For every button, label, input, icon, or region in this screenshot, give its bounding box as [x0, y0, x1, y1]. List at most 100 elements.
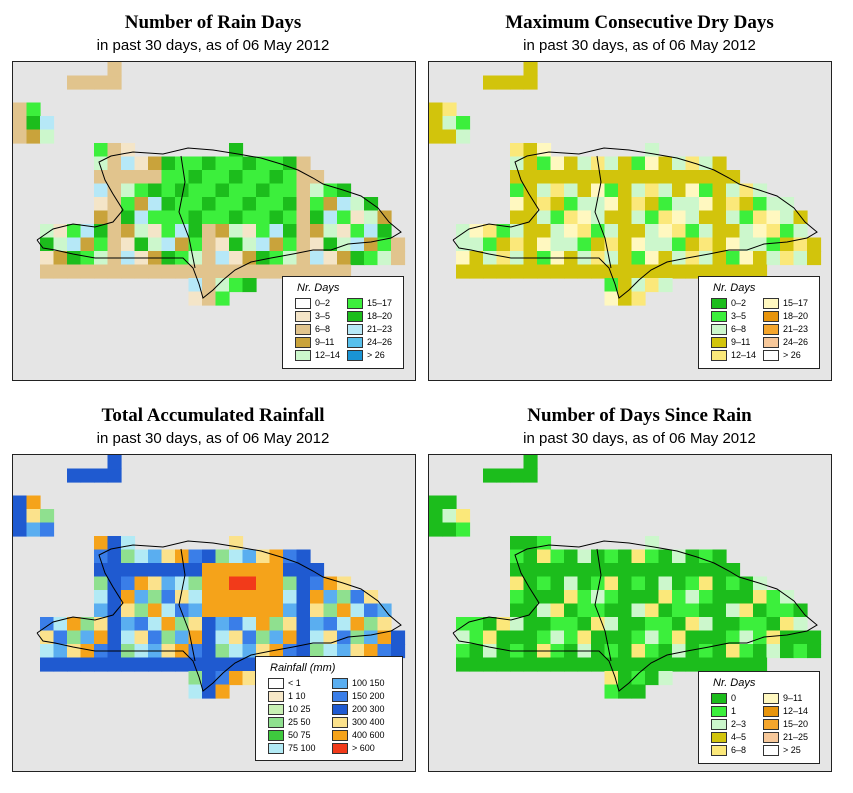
- grid-cell: [107, 657, 122, 672]
- grid-cell: [658, 617, 673, 632]
- grid-cell: [283, 183, 298, 198]
- grid-cell: [753, 264, 768, 279]
- grid-cell: [134, 264, 149, 279]
- grid-cell: [618, 684, 633, 699]
- grid-cell: [699, 224, 714, 239]
- grid-cell: [456, 522, 471, 537]
- grid-cell: [739, 197, 754, 212]
- grid-cell: [496, 251, 511, 266]
- grid-cell: [577, 170, 592, 185]
- grid-cell: [631, 183, 646, 198]
- grid-cell: [53, 644, 68, 659]
- grid-cell: [296, 251, 311, 266]
- legend-label: 75 100: [288, 743, 316, 753]
- grid-cell: [283, 156, 298, 171]
- grid-cell: [672, 657, 687, 672]
- grid-cell: [13, 102, 28, 117]
- grid-cell: [229, 630, 244, 645]
- grid-cell: [442, 129, 457, 144]
- grid-cell: [202, 576, 217, 591]
- grid-cell: [429, 495, 444, 510]
- grid-cell: [296, 549, 311, 564]
- grid-cell: [510, 563, 525, 578]
- grid-cell: [161, 197, 176, 212]
- grid-cell: [202, 183, 217, 198]
- grid-cell: [618, 671, 633, 686]
- grid-cell: [523, 210, 538, 225]
- grid-cell: [242, 237, 257, 252]
- grid-cell: [323, 644, 338, 659]
- grid-cell: [242, 576, 257, 591]
- map-rain-days[interactable]: [12, 61, 416, 381]
- grid-cell: [564, 210, 579, 225]
- grid-cell: [175, 603, 190, 618]
- grid-cell: [712, 237, 727, 252]
- grid-cell: [510, 264, 525, 279]
- grid-cell: [753, 210, 768, 225]
- coastline: [452, 147, 818, 299]
- grid-cell: [53, 630, 68, 645]
- grid-cell: [40, 657, 55, 672]
- legend-label: 15–17: [783, 298, 809, 308]
- legend-rain-days: Nr. Days 0–2 3–5 6–8 9–11 12–14 15–17 18–20 21–…: [282, 276, 404, 369]
- grid-cell: [121, 590, 136, 605]
- map-dry-days[interactable]: [428, 61, 832, 381]
- grid-cell: [215, 278, 230, 293]
- grid-cell: [618, 237, 633, 252]
- grid-cell: [215, 630, 230, 645]
- grid-cell: [323, 210, 338, 225]
- grid-cell: [175, 210, 190, 225]
- grid-cell: [377, 251, 392, 266]
- grid-cell: [107, 603, 122, 618]
- grid-cell: [604, 156, 619, 171]
- grid-cell: [242, 197, 257, 212]
- grid-cell: [283, 549, 298, 564]
- grid-cell: [726, 170, 741, 185]
- grid-cell: [310, 644, 325, 659]
- grid-cell: [215, 237, 230, 252]
- grid-cell: [577, 590, 592, 605]
- grid-cell: [80, 630, 95, 645]
- grid-cell: [242, 156, 257, 171]
- grid-cell: [256, 237, 271, 252]
- map-canvas: [13, 62, 406, 306]
- grid-cell: [672, 617, 687, 632]
- grid-cell: [645, 644, 660, 659]
- grid-cell: [604, 197, 619, 212]
- grid-cells: [13, 455, 406, 699]
- legend-swatch: [268, 678, 284, 689]
- legend-swatch: [332, 704, 348, 715]
- grid-cell: [591, 264, 606, 279]
- grid-cell: [645, 671, 660, 686]
- grid-cell: [631, 684, 646, 699]
- grid-cell: [161, 617, 176, 632]
- grid-cell: [685, 264, 700, 279]
- grid-cell: [523, 563, 538, 578]
- grid-cell: [658, 278, 673, 293]
- legend-label: 0: [731, 693, 737, 703]
- grid-cell: [456, 251, 471, 266]
- legend-swatch: [347, 337, 363, 348]
- grid-cell: [766, 210, 781, 225]
- grid-cell: [310, 617, 325, 632]
- grid-cell: [564, 183, 579, 198]
- grid-cell: [537, 170, 552, 185]
- grid-cell: [604, 617, 619, 632]
- grid-cell: [94, 536, 109, 551]
- grid-cells: [13, 62, 406, 306]
- map-since-rain[interactable]: [428, 454, 832, 772]
- grid-cell: [483, 75, 498, 90]
- grid-cell: [94, 590, 109, 605]
- legend-label: 400 600: [352, 730, 385, 740]
- grid-cell: [712, 630, 727, 645]
- grid-cell: [215, 156, 230, 171]
- grid-cell: [685, 630, 700, 645]
- grid-cell: [242, 671, 257, 686]
- grid-cell: [591, 183, 606, 198]
- grid-cell: [40, 129, 55, 144]
- grid-cell: [429, 522, 444, 537]
- grid-cell: [107, 576, 122, 591]
- grid-cell: [712, 657, 727, 672]
- grid-cell: [242, 278, 257, 293]
- grid-cell: [550, 603, 565, 618]
